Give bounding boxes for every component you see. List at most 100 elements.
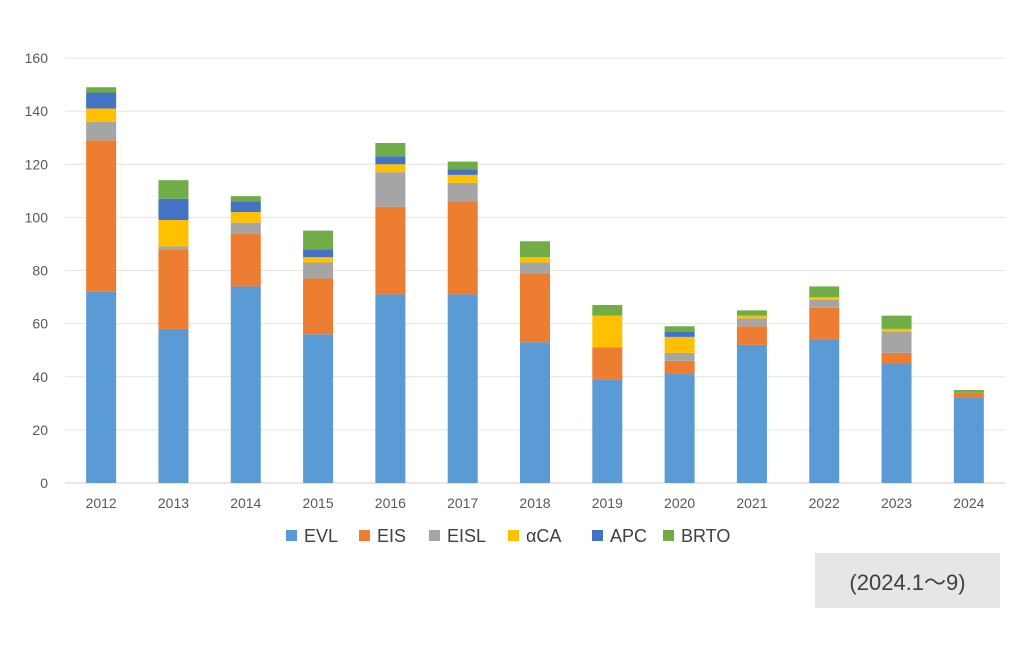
legend-swatch <box>592 530 603 541</box>
legend-label: APC <box>610 526 647 546</box>
bar-segment-eisl <box>881 331 912 353</box>
x-tick-label: 2013 <box>158 495 189 511</box>
x-tick-label: 2015 <box>302 495 333 511</box>
y-tick-label: 40 <box>32 369 48 385</box>
x-tick-label: 2021 <box>736 495 767 511</box>
bar-segment-eis <box>303 278 334 335</box>
bar-segment-apc <box>158 198 189 221</box>
bar-segment-ca <box>158 220 189 247</box>
legend-item: EISL <box>429 526 486 546</box>
bar-segment-brto <box>230 196 261 202</box>
period-note: (2024.1～9) <box>849 569 966 595</box>
y-axis-tick-labels: 0 20 40 60 80 100 120 140 160 <box>25 50 49 491</box>
bar-segment-eis <box>953 392 984 398</box>
bar-segment-brto <box>736 310 767 316</box>
bar-group-2014 <box>230 196 261 483</box>
bar-segment-evl <box>303 334 334 483</box>
x-tick-label: 2012 <box>86 495 117 511</box>
bar-segment-eisl <box>664 352 695 361</box>
bar-segment-evl <box>881 363 912 483</box>
x-tick-label: 2020 <box>664 495 695 511</box>
bar-group-2017 <box>447 161 478 483</box>
bar-segment-apc <box>664 331 695 337</box>
legend-swatch <box>663 530 674 541</box>
bar-group-2016 <box>375 143 406 483</box>
bar-segment-ca <box>736 315 767 319</box>
bar-groups <box>86 87 984 483</box>
bar-group-2020 <box>664 326 695 483</box>
y-tick-label: 140 <box>25 103 49 119</box>
x-tick-label: 2023 <box>881 495 912 511</box>
bar-segment-ca <box>592 315 623 348</box>
bar-group-2018 <box>520 241 550 483</box>
bar-segment-evl <box>809 339 840 483</box>
bar-segment-evl <box>447 294 478 483</box>
bar-group-2024 <box>953 390 984 483</box>
legend-item: APC <box>592 526 647 546</box>
x-axis-tick-labels: 2012 2013 2014 2015 2016 2017 2018 2019 2020 2021… <box>86 495 985 511</box>
bar-segment-eisl <box>375 172 406 207</box>
bar-segment-ca <box>447 174 478 183</box>
legend-swatch <box>359 530 370 541</box>
bar-segment-eisl <box>303 262 334 279</box>
bar-segment-eisl <box>158 246 189 250</box>
bar-segment-brto <box>520 241 550 258</box>
legend-label: EIS <box>377 526 406 546</box>
bar-segment-ca <box>375 164 406 173</box>
bar-segment-ca <box>230 212 261 223</box>
bar-segment-eisl <box>520 262 550 274</box>
bar-segment-eis <box>86 140 117 292</box>
bar-segment-evl <box>953 398 984 483</box>
bar-segment-brto <box>447 161 478 170</box>
x-tick-label: 2018 <box>519 495 550 511</box>
bar-segment-eis <box>520 273 550 343</box>
bar-segment-evl <box>736 344 767 483</box>
bar-segment-ca <box>809 297 840 300</box>
bar-segment-brto <box>158 180 189 199</box>
bar-segment-ca <box>86 108 117 122</box>
bar-segment-eis <box>158 249 189 329</box>
bar-group-2015 <box>303 230 334 483</box>
bar-segment-brto <box>809 286 840 298</box>
bar-segment-brto <box>375 143 406 157</box>
x-tick-label: 2014 <box>230 495 261 511</box>
bar-group-2012 <box>86 87 117 483</box>
bar-segment-eis <box>664 360 695 375</box>
bar-segment-evl <box>520 342 550 483</box>
y-tick-label: 160 <box>25 50 49 66</box>
bar-segment-brto <box>303 230 334 250</box>
legend-item: EVL <box>286 526 338 546</box>
legend-label: BRTO <box>681 526 730 546</box>
bar-segment-brto <box>664 326 695 332</box>
bar-segment-eisl <box>86 121 117 141</box>
bar-segment-ca <box>303 257 334 263</box>
bar-segment-eis <box>592 347 623 380</box>
bar-segment-eisl <box>736 318 767 327</box>
y-tick-label: 100 <box>25 209 49 225</box>
bar-segment-brto <box>592 305 623 316</box>
x-tick-label: 2024 <box>953 495 984 511</box>
bar-segment-brto <box>953 390 984 393</box>
bar-group-2021 <box>736 310 767 483</box>
bar-segment-eis <box>809 307 840 340</box>
x-tick-label: 2019 <box>592 495 623 511</box>
bar-segment-eisl <box>230 222 261 234</box>
bar-segment-apc <box>230 201 261 213</box>
bar-segment-evl <box>86 291 117 483</box>
bar-segment-eis <box>881 352 912 364</box>
bar-segment-eisl <box>447 182 478 202</box>
legend-swatch <box>286 530 297 541</box>
bar-segment-apc <box>303 249 334 258</box>
bar-segment-evl <box>592 379 623 483</box>
x-tick-label: 2017 <box>447 495 478 511</box>
bar-segment-eisl <box>809 299 840 308</box>
x-tick-label: 2016 <box>375 495 406 511</box>
period-note-box: (2024.1～9) <box>815 553 1000 608</box>
bar-segment-evl <box>230 286 261 483</box>
x-tick-label: 2022 <box>809 495 840 511</box>
y-tick-label: 20 <box>32 422 48 438</box>
legend-label: αCA <box>526 526 561 546</box>
legend-swatch <box>508 530 519 541</box>
bar-segment-apc <box>375 156 406 165</box>
